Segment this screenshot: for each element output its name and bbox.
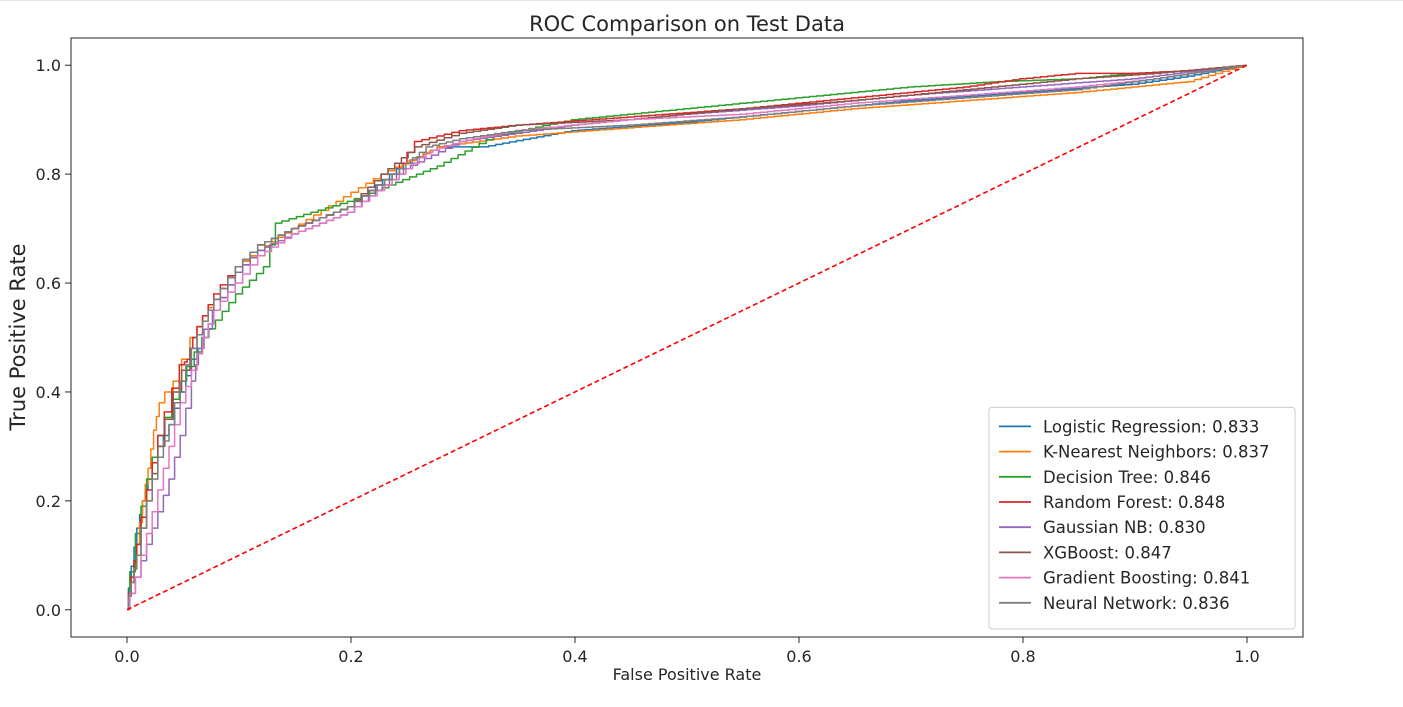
legend-entry-label: XGBoost: 0.847 <box>1043 543 1172 562</box>
y-tick-label: 0.4 <box>36 383 61 402</box>
legend-entry-label: Logistic Regression: 0.833 <box>1043 417 1259 436</box>
series-line-6 <box>127 64 1247 611</box>
y-tick-label: 0.8 <box>36 165 61 184</box>
x-axis-ticks: 0.0 0.2 0.4 0.6 0.8 1.0 <box>114 637 1260 666</box>
legend-box <box>988 406 1296 630</box>
x-tick-label: 0.8 <box>1010 647 1035 666</box>
y-axis-ticks: 0.0 0.2 0.4 0.6 0.8 1.0 <box>36 56 71 620</box>
legend-entry-label: Random Forest: 0.848 <box>1043 493 1225 512</box>
x-tick-label: 0.4 <box>562 647 587 666</box>
y-tick-label: 0.2 <box>36 492 61 511</box>
top-divider <box>0 0 1403 1</box>
legend-entry-label: Gradient Boosting: 0.841 <box>1043 569 1250 588</box>
axes-frame <box>70 37 1304 638</box>
x-tick-label: 1.0 <box>1234 647 1259 666</box>
legend-entry-label: Neural Network: 0.836 <box>1043 594 1230 613</box>
x-tick-label: 0.6 <box>786 647 811 666</box>
x-tick-label: 0.2 <box>338 647 363 666</box>
legend: Logistic Regression: 0.833 K-Nearest Neig… <box>988 406 1296 630</box>
series-line-7 <box>127 64 1247 611</box>
x-tick-label: 0.0 <box>114 647 139 666</box>
y-tick-label: 0.6 <box>36 274 61 293</box>
legend-entry-label: K-Nearest Neighbors: 0.837 <box>1043 443 1270 462</box>
y-axis-label: True Positive Rate <box>6 243 30 431</box>
plot-lines <box>126 64 1248 611</box>
y-tick-label: 0.0 <box>36 601 61 620</box>
chart-title: ROC Comparison on Test Data <box>529 12 845 36</box>
x-axis-label: False Positive Rate <box>613 665 762 684</box>
series-line-2 <box>127 64 1247 611</box>
legend-entry-label: Gaussian NB: 0.830 <box>1043 518 1206 537</box>
legend-entry-label: Decision Tree: 0.846 <box>1043 468 1211 487</box>
y-tick-label: 1.0 <box>36 56 61 75</box>
